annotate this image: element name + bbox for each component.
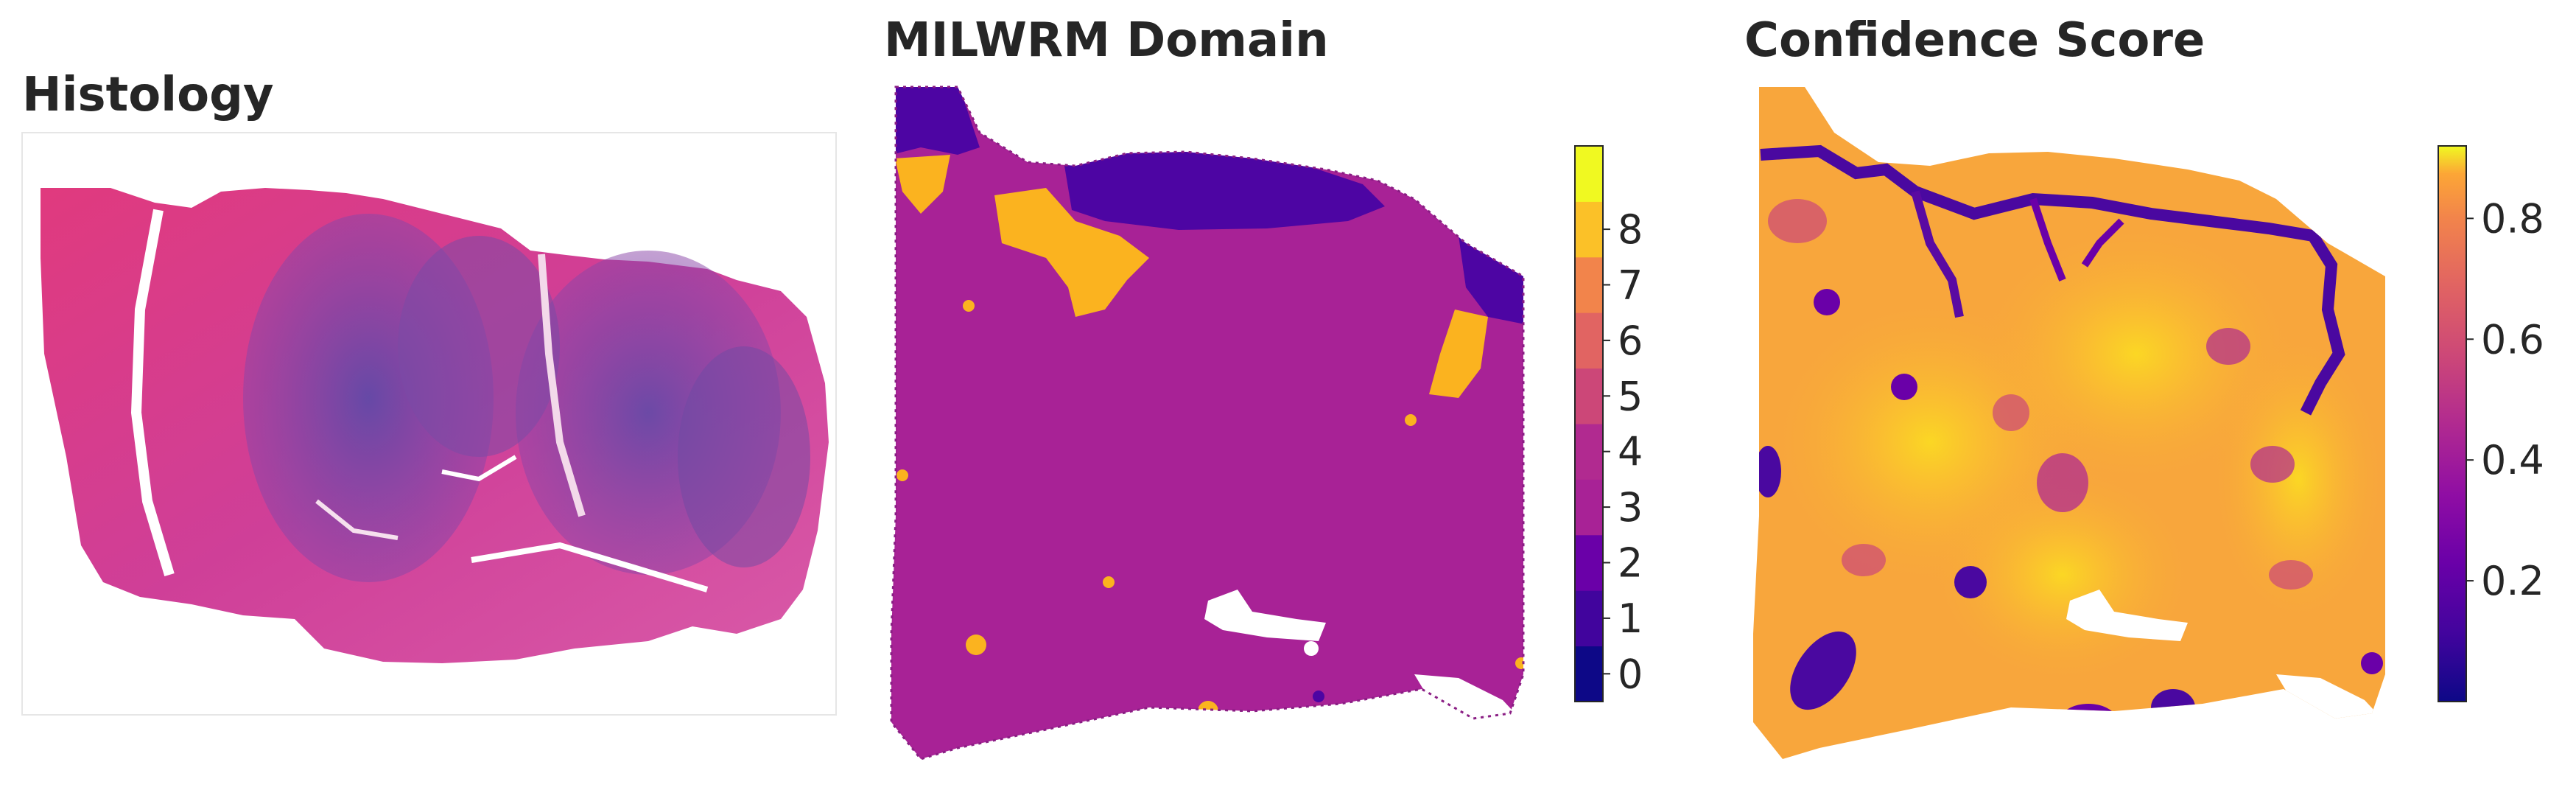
domain-7-spot [966,635,986,655]
colorbar-tick-label: 8 [1618,206,1643,253]
colorbar-segment [1575,256,1603,313]
colorbar-tick-label: 7 [1618,262,1643,309]
domain-7-spot [896,469,908,481]
domain-title: MILWRM Domain [884,13,1329,68]
colorbar-gradient [2438,146,2466,702]
colorbar-tick-label: 2 [1618,540,1643,587]
low-confidence-spot [2059,704,2118,741]
low-confidence-spot [2151,689,2195,726]
domain-1-spot [1361,720,1372,732]
low-confidence-boundary [2081,218,2124,268]
low-confidence-spot [1814,289,1840,315]
low-confidence-spot [1790,631,1856,710]
tumor-region [398,236,560,457]
domain-7-spot [1198,701,1218,721]
tissue-fissure [471,542,709,592]
colorbar-segment [1575,646,1603,702]
low-confidence-boundary [1760,144,2345,416]
colorbar-tick-label: 0.6 [2481,316,2544,363]
low-confidence-boundary [1911,190,1964,318]
empty-region [1204,590,1326,641]
confidence-colorbar: 0.2 0.4 0.6 0.8 [2438,145,2544,702]
low-confidence-spot [1755,446,1781,497]
colorbar-tick-label: 0.8 [2481,195,2544,242]
tissue-fissure [315,499,399,540]
empty-spot [1304,641,1319,656]
mid-confidence-spot [2250,446,2295,483]
domain-7-spot [963,300,975,312]
colorbar-tick-label: 3 [1618,484,1643,531]
histology-title: Histology [22,68,274,122]
tissue-fissure [130,209,175,577]
colorbar-tick-label: 4 [1618,429,1643,475]
domain-7-spot [1103,576,1115,588]
colorbar-tick-label: 0.4 [2481,437,2544,483]
mid-confidence-spot [2269,560,2313,590]
domain-7-region [994,188,1149,317]
colorbar-segment [1575,146,1603,202]
colorbar-segment [1575,312,1603,369]
colorbar-segment [1575,368,1603,424]
domain-1-region [1459,236,1523,324]
mid-confidence-spot [1842,544,1886,576]
domain-1-spot [1313,691,1324,702]
low-confidence-boundary [2029,198,2066,282]
mid-confidence-spot [2206,328,2250,365]
domain-7-spot [1405,414,1417,426]
colorbar-tick-label: 0 [1618,651,1643,697]
colorbar-segment [1575,201,1603,258]
domain-colorbar: 0 1 2 3 4 5 6 7 8 [1574,145,1643,702]
domain-7-spot [1515,657,1523,669]
low-confidence-spot [1891,374,1917,400]
high-confidence-area [2210,332,2385,626]
colorbar-tick-label: 0.2 [2481,558,2544,604]
low-confidence-spot [1954,566,1987,598]
mid-confidence-spot [1768,199,1827,243]
domain-7-region [895,155,950,214]
colorbar-tick-label: 5 [1618,373,1643,419]
high-confidence-area [1974,221,2298,486]
colorbar-outline [1574,145,1604,702]
colorbar-segment [1575,479,1603,536]
colorbar-tick-label: 6 [1618,318,1643,364]
domain-panel: 0 1 2 3 4 5 6 7 8 [890,85,1643,761]
colorbar-segment [1575,424,1603,480]
tissue-fissure [538,254,586,517]
tumor-region [678,346,810,567]
colorbar-segment [1575,590,1603,647]
empty-region [2066,590,2188,641]
histology-panel [21,132,837,716]
domain-1-region [891,87,980,155]
confidence-panel: 0.2 0.4 0.6 0.8 [1753,87,2544,759]
mid-confidence-spot [1993,394,2029,431]
domain-7-region [1429,310,1488,398]
mid-confidence-spot [2037,453,2088,512]
tissue-fissure [441,455,517,482]
confidence-title: Confidence Score [1744,13,2205,68]
colorbar-tick-label: 1 [1618,595,1643,642]
domain-1-region [1064,151,1385,230]
low-confidence-spot [2361,652,2383,674]
colorbar-outline [2438,145,2467,702]
colorbar-segment [1575,534,1603,591]
